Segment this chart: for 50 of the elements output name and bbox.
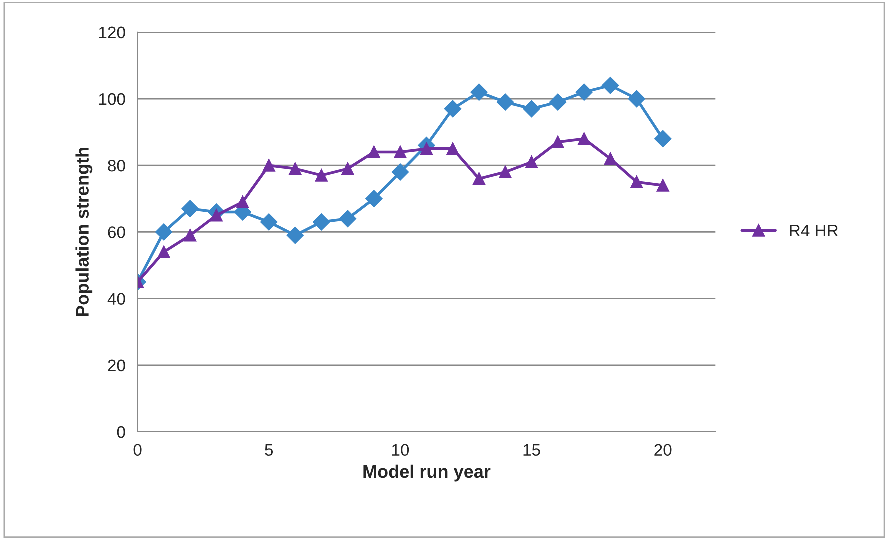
- x-tick-label: 10: [392, 444, 410, 456]
- point: [260, 214, 278, 231]
- point: [446, 142, 460, 156]
- point: [604, 152, 617, 166]
- y-tick-label: 60: [108, 226, 126, 238]
- point: [368, 146, 380, 159]
- x-tick-label: 5: [265, 444, 274, 456]
- x-tick-label: 20: [654, 444, 672, 456]
- legend-label: R4 HR: [790, 225, 838, 237]
- point: [630, 176, 644, 188]
- point: [473, 172, 486, 186]
- y-tick-label: 100: [99, 93, 126, 106]
- y-tick-label: 20: [108, 360, 126, 372]
- point: [313, 214, 330, 231]
- point: [158, 246, 170, 258]
- point: [444, 100, 462, 118]
- point: [184, 229, 197, 242]
- x-axis-title: Model run year: [364, 464, 491, 482]
- y-tick-label: 80: [108, 160, 126, 172]
- point: [499, 166, 512, 179]
- point: [578, 132, 591, 146]
- point: [315, 169, 328, 182]
- y-tick-label: 120: [99, 26, 126, 39]
- x-tick-label: 0: [134, 444, 142, 456]
- point: [339, 210, 356, 228]
- point: [289, 162, 302, 176]
- point: [602, 77, 620, 94]
- point: [394, 146, 407, 159]
- point: [576, 84, 593, 101]
- y-tick-label: 0: [117, 426, 126, 438]
- point: [156, 224, 173, 241]
- x-tick-label: 15: [524, 444, 540, 456]
- point: [392, 164, 410, 181]
- point: [470, 84, 488, 101]
- point: [496, 94, 514, 111]
- y-tick-label: 40: [108, 293, 126, 306]
- point: [286, 226, 304, 244]
- point: [550, 94, 567, 111]
- point: [366, 190, 383, 208]
- point: [523, 100, 540, 118]
- point: [552, 136, 564, 149]
- point: [526, 156, 538, 169]
- y-axis-title: Population strength: [76, 148, 93, 316]
- point: [656, 179, 670, 192]
- point: [628, 90, 646, 108]
- point: [182, 200, 199, 218]
- point: [654, 130, 672, 148]
- point: [262, 159, 276, 172]
- point: [342, 162, 354, 176]
- point: [236, 196, 250, 208]
